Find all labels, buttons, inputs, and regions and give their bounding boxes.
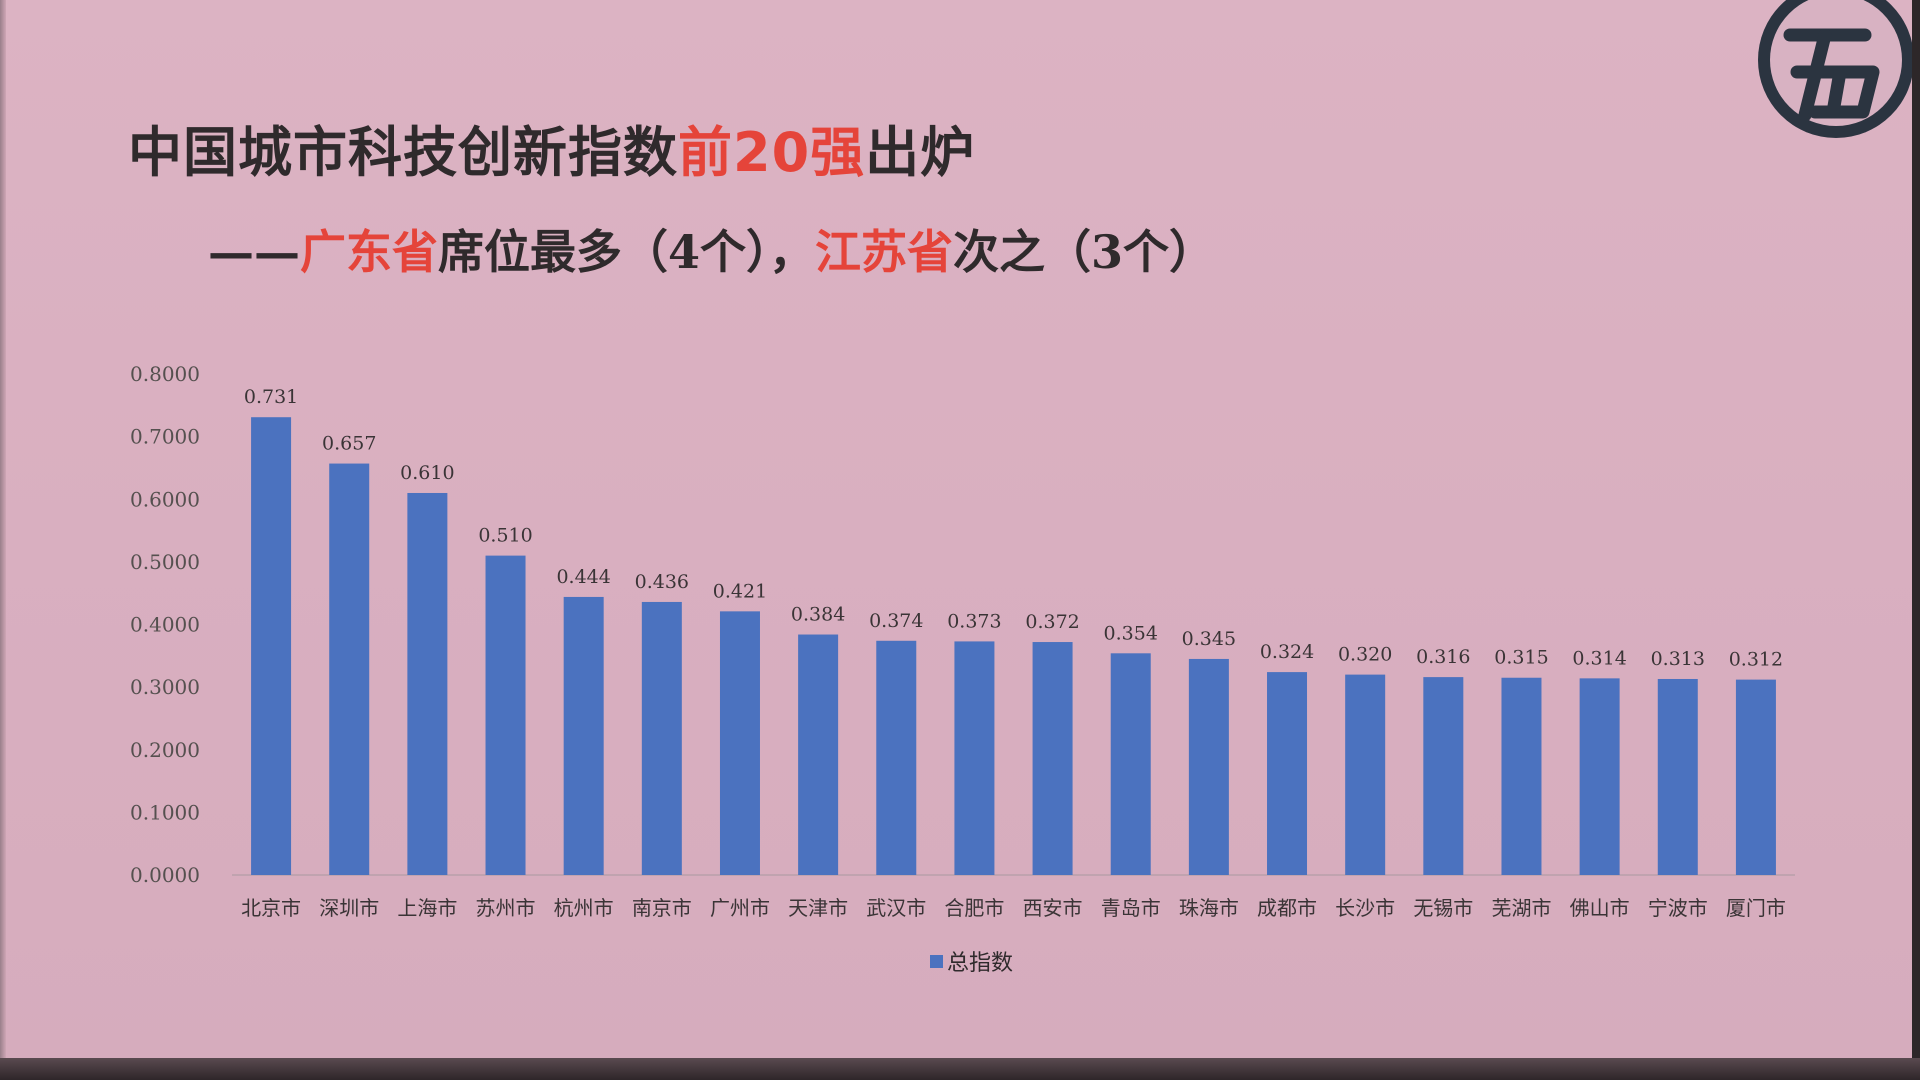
bar (1657, 678, 1698, 875)
subtitle-dash: —— (208, 225, 300, 279)
data-label: 0.345 (1182, 628, 1236, 650)
bar (719, 611, 760, 875)
x-tick-label: 合肥市 (944, 896, 1004, 920)
x-tick-label: 长沙市 (1335, 896, 1395, 920)
subtitle-text-1: 席位最多（4个）， (438, 225, 816, 279)
y-tick-label: 0.1000 (130, 800, 200, 824)
data-label: 0.374 (869, 610, 923, 632)
bar (1345, 674, 1386, 875)
data-label: 0.316 (1416, 646, 1470, 668)
chart-legend: 总指数 (930, 945, 1013, 977)
subtitle-province-1: 广东省 (300, 225, 438, 279)
bar (1735, 679, 1776, 875)
data-label: 0.324 (1260, 641, 1314, 663)
x-tick-label: 广州市 (710, 896, 770, 920)
x-tick-label: 珠海市 (1179, 896, 1239, 920)
data-label: 0.314 (1572, 647, 1626, 669)
data-label: 0.510 (478, 525, 532, 547)
subtitle-text-2: 次之（3个） (953, 225, 1216, 279)
data-label: 0.444 (556, 566, 610, 588)
bar (1032, 642, 1073, 875)
y-tick-label: 0.0000 (130, 863, 200, 887)
bar (485, 555, 526, 875)
x-tick-label: 厦门市 (1726, 896, 1786, 920)
legend-swatch (930, 954, 943, 968)
bar (798, 634, 839, 875)
x-tick-label: 深圳市 (319, 896, 379, 920)
data-label: 0.421 (713, 580, 767, 602)
data-label: 0.436 (635, 571, 689, 593)
data-label: 0.320 (1338, 644, 1392, 666)
title-main: 中国城市科技创新指数 (128, 121, 678, 184)
data-label: 0.610 (400, 462, 454, 484)
data-label: 0.731 (244, 386, 298, 408)
data-label: 0.312 (1729, 649, 1783, 671)
x-tick-label: 青岛市 (1101, 896, 1161, 920)
bar (1267, 672, 1308, 875)
x-tick-label: 杭州市 (554, 896, 614, 920)
x-tick-label: 北京市 (241, 896, 301, 920)
y-tick-label: 0.5000 (130, 550, 200, 574)
bar (407, 492, 448, 875)
data-label: 0.354 (1104, 622, 1158, 644)
bar (251, 417, 292, 875)
data-label: 0.313 (1651, 648, 1705, 670)
data-label: 0.384 (791, 604, 845, 626)
data-label: 0.372 (1025, 611, 1079, 633)
bar (876, 640, 917, 875)
slide-title: 中国城市科技创新指数前20强出炉 (128, 108, 975, 187)
subtitle-province-2: 江苏省 (815, 225, 954, 279)
slide-subtitle: ——广东省席位最多（4个），江苏省次之（3个） (208, 216, 1215, 282)
x-tick-label: 佛山市 (1570, 896, 1630, 920)
x-tick-label: 苏州市 (476, 896, 536, 920)
title-end: 出炉 (865, 121, 976, 184)
bar (1501, 677, 1542, 875)
y-tick-label: 0.7000 (130, 425, 200, 449)
bar (1579, 678, 1620, 875)
title-highlight: 前20强 (678, 121, 866, 184)
x-tick-label: 上海市 (397, 896, 457, 920)
y-tick-label: 0.3000 (130, 675, 200, 699)
y-tick-label: 0.2000 (130, 738, 200, 762)
y-tick-label: 0.4000 (130, 613, 200, 637)
bar (1188, 658, 1229, 875)
x-tick-label: 芜湖市 (1491, 896, 1551, 920)
broadcaster-logo-icon (1745, 0, 1920, 140)
x-tick-label: 南京市 (632, 896, 692, 920)
x-tick-label: 西安市 (1023, 896, 1083, 920)
screen-bezel-right (1912, 0, 1920, 1080)
data-label: 0.657 (322, 433, 376, 455)
bar (563, 596, 604, 875)
data-label: 0.315 (1494, 647, 1548, 669)
legend-label: 总指数 (947, 951, 1014, 976)
screen-bezel-bottom (0, 1058, 1920, 1080)
x-tick-label: 无锡市 (1413, 896, 1473, 920)
bar (329, 463, 370, 875)
y-tick-label: 0.8000 (130, 362, 200, 386)
screen-bezel-left (0, 0, 6, 1080)
data-label: 0.373 (947, 610, 1001, 632)
bar (954, 641, 995, 875)
x-tick-label: 天津市 (788, 896, 848, 920)
bar (641, 601, 682, 875)
x-tick-label: 成都市 (1257, 896, 1317, 920)
bar (1423, 677, 1464, 875)
y-tick-label: 0.6000 (130, 487, 200, 511)
x-tick-label: 宁波市 (1648, 896, 1708, 920)
x-tick-label: 武汉市 (866, 896, 926, 920)
bar (1110, 653, 1151, 875)
